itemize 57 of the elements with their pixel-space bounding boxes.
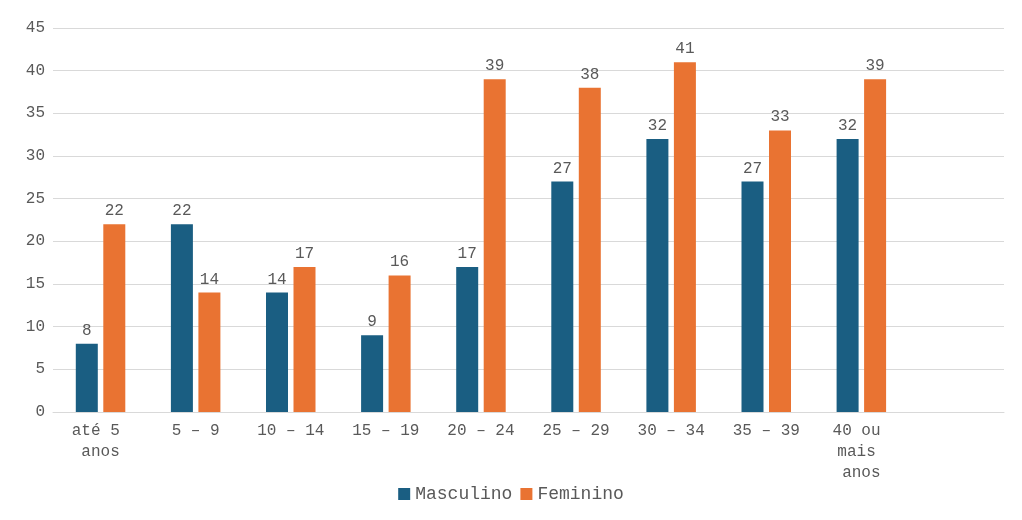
bar [293,266,316,412]
bar [361,335,384,412]
data-label: 14 [199,270,219,289]
y-tick-label: 15 [25,275,45,293]
data-label: 8 [82,321,92,340]
y-tick-label: 25 [25,189,45,208]
data-label: 38 [580,65,600,84]
x-tick-label: 25 – 29 [542,421,610,440]
data-label: 17 [294,244,315,263]
bar [741,181,764,412]
y-tick-label: 10 [25,317,45,336]
bar [198,292,221,412]
y-tick-label: 0 [35,403,45,421]
data-label: 32 [838,116,858,135]
bar [769,130,791,412]
bar [75,343,98,412]
data-label: 16 [390,253,410,272]
bar [836,138,859,412]
x-tick-label: 40 ou mais anos [832,421,891,482]
bar [483,79,506,412]
y-tick-label: 30 [25,147,45,165]
legend-label: Feminino [537,484,624,504]
bar [646,138,669,412]
y-tick-label: 45 [25,19,45,37]
bar [170,224,193,412]
bar [456,266,479,412]
y-tick-label: 5 [35,360,45,379]
bar [103,224,126,412]
bar [551,181,574,412]
data-label: 22 [172,202,192,221]
data-label: 39 [485,57,505,76]
bar [578,87,601,412]
bar [266,292,288,412]
data-label: 22 [104,202,124,221]
data-label: 27 [552,159,572,178]
data-label: 9 [367,313,377,332]
x-tick-label: 15 – 19 [352,421,420,440]
data-label: 14 [267,270,287,289]
data-label: 32 [647,116,667,135]
data-label: 39 [865,57,885,76]
x-tick-label: até 5 anos [71,421,130,461]
data-label: 17 [457,244,477,263]
x-tick-label: 20 – 24 [447,421,515,440]
y-tick-label: 20 [25,232,45,251]
x-tick-label: 30 – 34 [637,421,705,440]
data-label: 33 [770,108,790,127]
x-tick-label: 10 – 14 [257,421,325,440]
x-tick-label: 35 – 39 [732,421,800,440]
data-label: 41 [675,40,695,59]
y-tick-label: 35 [25,104,45,123]
legend-label: Masculino [415,484,513,504]
data-label: 27 [742,159,763,178]
bar [673,62,696,412]
y-tick-label: 40 [25,61,45,80]
bar [388,275,411,412]
bar [864,79,887,412]
x-tick-label: 5 – 9 [171,421,220,440]
